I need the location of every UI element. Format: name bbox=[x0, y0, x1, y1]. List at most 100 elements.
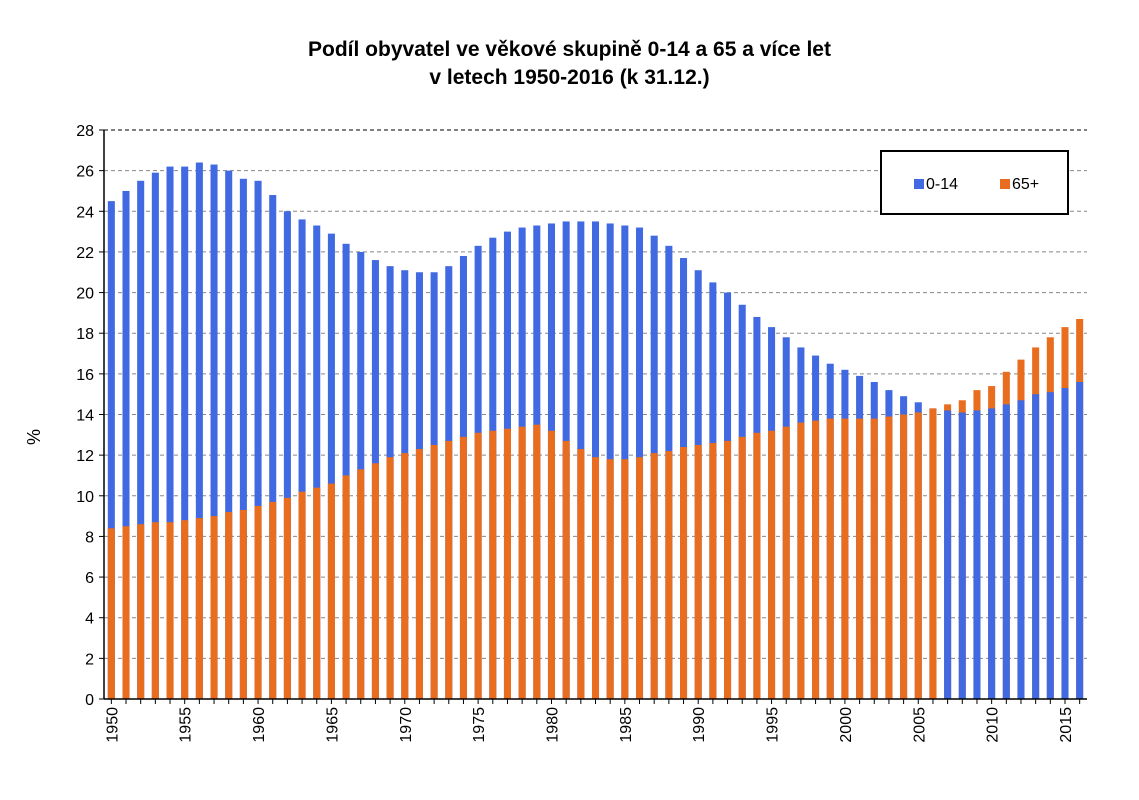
x-tick-label: 1960 bbox=[251, 707, 268, 743]
bar-0-14-1951 bbox=[122, 190, 130, 699]
bar-65plus-2005 bbox=[914, 412, 922, 699]
bar-65plus-1978 bbox=[518, 426, 526, 699]
legend: 0-14 65+ bbox=[880, 150, 1069, 215]
bar-65plus-1999 bbox=[826, 418, 834, 699]
bar-0-14-2013 bbox=[1032, 394, 1040, 699]
x-tick-label: 2010 bbox=[985, 707, 1002, 743]
bar-0-14-1964 bbox=[313, 225, 321, 699]
legend-label-65plus: 65+ bbox=[1012, 176, 1039, 193]
bar-65plus-1985 bbox=[621, 459, 629, 699]
x-tick-label: 1950 bbox=[104, 707, 121, 743]
bar-65plus-1989 bbox=[680, 447, 688, 699]
bar-65plus-1992 bbox=[724, 440, 732, 699]
bar-65plus-1957 bbox=[210, 516, 218, 699]
bar-0-14-1950 bbox=[107, 201, 115, 699]
bar-65plus-1958 bbox=[225, 512, 233, 699]
x-tick-label: 1965 bbox=[324, 707, 341, 743]
bar-65plus-1998 bbox=[812, 420, 820, 699]
y-tick-label: 28 bbox=[76, 123, 94, 140]
bar-0-14-1957 bbox=[210, 164, 218, 699]
x-tick-label: 1985 bbox=[618, 707, 635, 743]
legend-box bbox=[880, 150, 1069, 215]
bar-65plus-1961 bbox=[269, 501, 277, 699]
y-tick-label: 0 bbox=[85, 692, 94, 709]
bar-65plus-1967 bbox=[357, 469, 365, 699]
bar-65plus-1950 bbox=[107, 528, 115, 699]
y-tick-label: 12 bbox=[76, 448, 94, 465]
y-tick-label: 16 bbox=[76, 367, 94, 384]
bar-0-14-1960 bbox=[254, 180, 262, 699]
y-tick-label: 8 bbox=[85, 529, 94, 546]
bar-0-14-1953 bbox=[151, 172, 159, 700]
bar-0-14-1961 bbox=[269, 195, 277, 699]
bar-0-14-1963 bbox=[298, 219, 306, 699]
bar-65plus-1960 bbox=[254, 505, 262, 699]
bar-0-14-2010 bbox=[988, 408, 996, 699]
bar-65plus-1994 bbox=[753, 432, 761, 699]
bar-65plus-1965 bbox=[327, 483, 335, 699]
legend-swatch-65plus bbox=[1000, 179, 1010, 189]
x-tick-label: 1980 bbox=[544, 707, 561, 743]
bar-65plus-1995 bbox=[768, 430, 776, 699]
bar-65plus-1956 bbox=[195, 518, 203, 699]
bar-65plus-1993 bbox=[738, 436, 746, 699]
y-tick-label: 2 bbox=[85, 651, 94, 668]
bars bbox=[107, 162, 1084, 700]
bar-65plus-1975 bbox=[474, 432, 482, 699]
x-tick-labels: 1950 1955 1960 1965 1970 1975 1980 1985 1990 1995… bbox=[104, 707, 1075, 743]
bar-65plus-1971 bbox=[415, 449, 423, 699]
bar-65plus-1955 bbox=[181, 520, 189, 699]
bar-65plus-2003 bbox=[885, 416, 893, 699]
bar-65plus-1986 bbox=[635, 457, 644, 699]
y-tick-label: 18 bbox=[76, 326, 94, 343]
bar-0-14-1954 bbox=[166, 166, 174, 700]
bar-0-14-1956 bbox=[195, 162, 203, 699]
y-tick-label: 14 bbox=[76, 408, 94, 425]
y-tick-label: 6 bbox=[85, 570, 94, 587]
bar-0-14-1959 bbox=[239, 178, 247, 699]
y-axis-label: % bbox=[24, 429, 44, 445]
bar-65plus-1976 bbox=[489, 430, 497, 699]
y-tick-label: 22 bbox=[76, 245, 94, 262]
bar-0-14-2008 bbox=[958, 412, 966, 699]
bar-65plus-1970 bbox=[401, 453, 409, 699]
bar-0-14-2009 bbox=[973, 410, 981, 699]
bar-65plus-2000 bbox=[841, 418, 849, 699]
bar-65plus-1987 bbox=[650, 453, 658, 699]
bar-65plus-1964 bbox=[313, 487, 321, 699]
bar-65plus-1982 bbox=[577, 449, 585, 699]
bar-65plus-1962 bbox=[283, 497, 291, 699]
bar-65plus-1954 bbox=[166, 522, 174, 699]
bar-65plus-2001 bbox=[856, 418, 864, 699]
bar-0-14-1962 bbox=[283, 211, 291, 700]
bar-65plus-1973 bbox=[445, 440, 453, 699]
bar-65plus-1966 bbox=[342, 475, 350, 699]
legend-swatch-0-14 bbox=[914, 179, 924, 189]
bar-0-14-1958 bbox=[225, 170, 233, 700]
y-tick-label: 20 bbox=[76, 286, 94, 303]
bar-0-14-2007 bbox=[944, 410, 952, 699]
bar-65plus-1979 bbox=[533, 424, 541, 699]
bar-65plus-2002 bbox=[870, 418, 878, 699]
bar-65plus-1984 bbox=[606, 459, 614, 699]
bar-0-14-2014 bbox=[1046, 392, 1054, 699]
axes bbox=[99, 129, 1087, 704]
bar-0-14-1965 bbox=[327, 233, 335, 699]
bar-65plus-1997 bbox=[797, 422, 805, 699]
bar-0-14-2011 bbox=[1002, 404, 1010, 699]
chart-subtitle: v letech 1950-2016 (k 31.12.) bbox=[429, 66, 710, 89]
y-tick-label: 10 bbox=[76, 489, 94, 506]
bar-65plus-1980 bbox=[547, 430, 556, 699]
x-tick-label: 1995 bbox=[765, 707, 782, 743]
bar-65plus-1963 bbox=[298, 491, 306, 699]
x-tick-label: 1975 bbox=[471, 707, 488, 743]
y-tick-label: 26 bbox=[76, 164, 94, 181]
bar-0-14-2012 bbox=[1017, 400, 1025, 699]
bar-65plus-1972 bbox=[430, 444, 438, 699]
bar-0-14-1955 bbox=[181, 166, 189, 700]
bar-65plus-1952 bbox=[137, 524, 145, 699]
bar-65plus-1981 bbox=[562, 440, 570, 699]
bar-65plus-1953 bbox=[151, 522, 159, 699]
bar-65plus-2006 bbox=[929, 408, 937, 699]
bar-0-14-2016 bbox=[1076, 381, 1084, 699]
